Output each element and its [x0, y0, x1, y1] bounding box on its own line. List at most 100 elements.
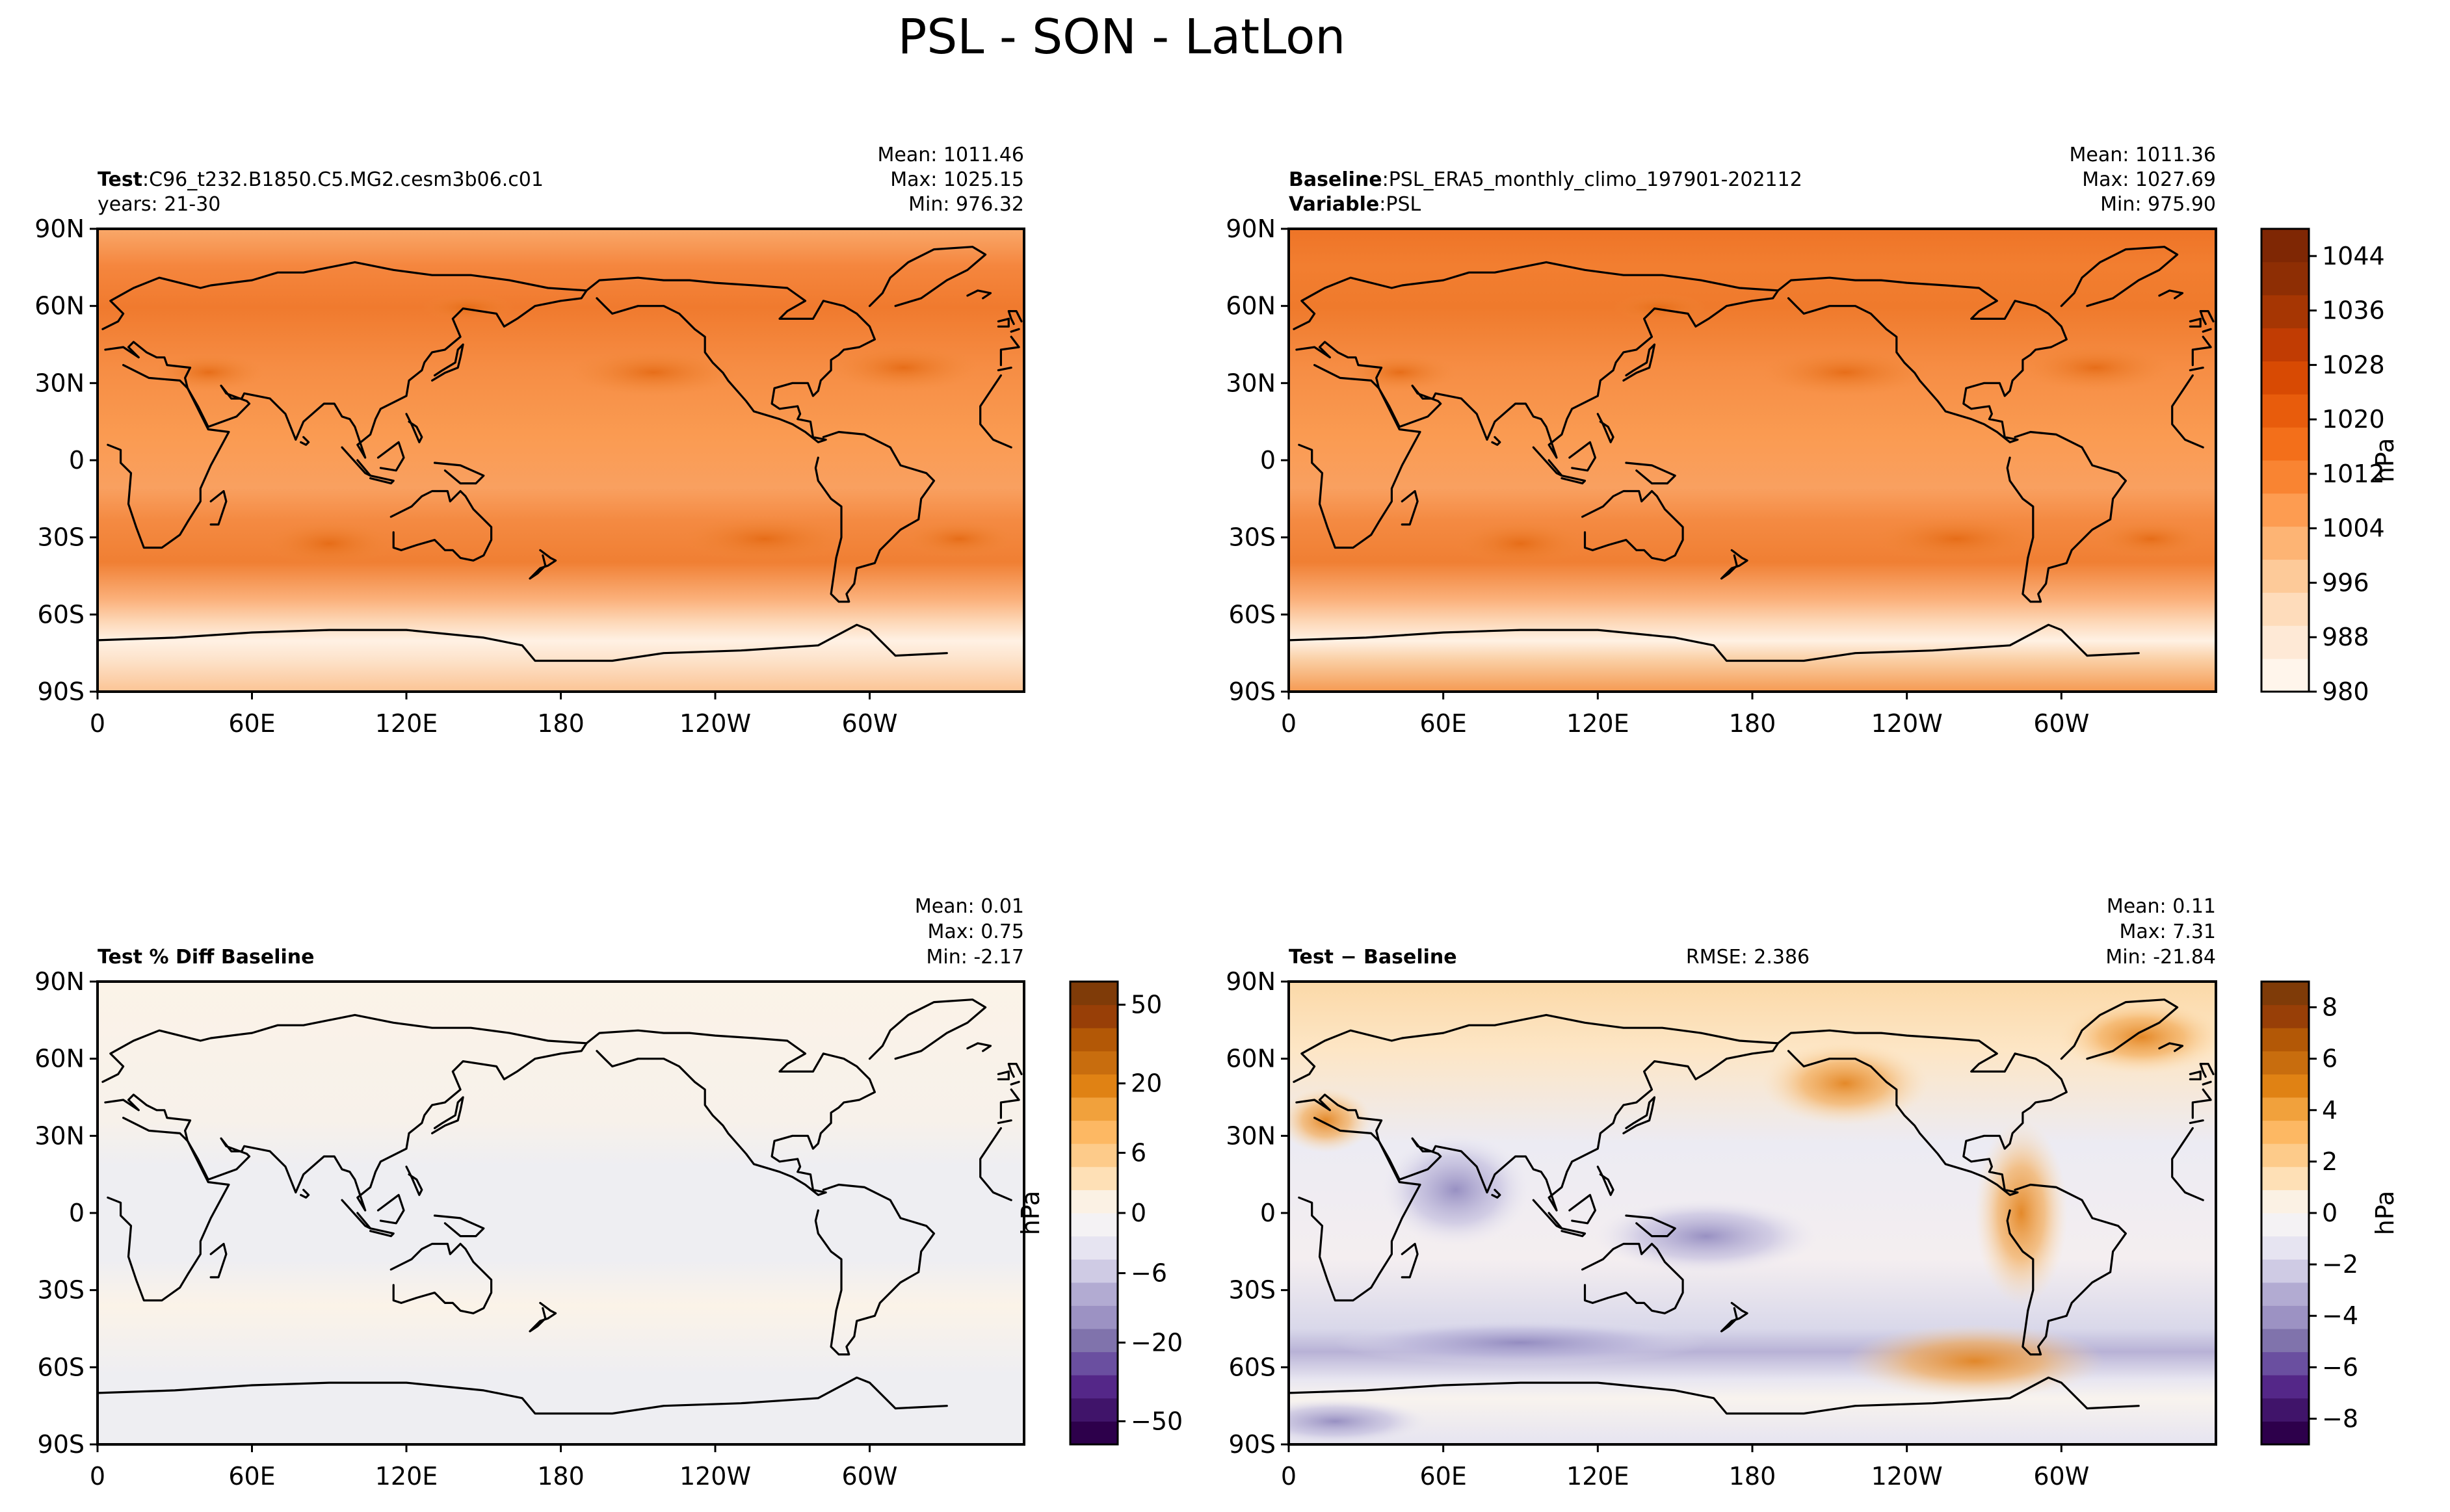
baseline-lon-label: 120E [1566, 709, 1629, 738]
pctdiff-stat-min: Min: -2.17 [927, 946, 1025, 969]
baseline-stat-max: Max: 1027.69 [2082, 168, 2216, 191]
coastline [1561, 1227, 1587, 1238]
pctdiff-lon-label: 120W [679, 1462, 751, 1491]
colorbar-tick-label: 8 [2322, 993, 2338, 1022]
pctdiff-lon-label: 0 [90, 1462, 105, 1491]
coastline [300, 1188, 310, 1199]
coastline [1007, 1063, 1023, 1078]
colorbar-segment [1070, 1351, 1118, 1375]
colorbar-tick-label: 50 [1131, 991, 1162, 1019]
colorbar-segment [2261, 526, 2309, 560]
baseline-lat-label: 0 [1260, 446, 1276, 475]
svg-text:Baseline:PSL_ERA5_monthly_clim: Baseline:PSL_ERA5_monthly_climo_197901-2… [1289, 168, 1802, 191]
colorbar-segment [1070, 1236, 1118, 1260]
anomaly-region [1761, 1041, 1929, 1125]
coastline [369, 1227, 395, 1238]
test-label: Test [98, 168, 142, 191]
colorbar-tick-label: 996 [2322, 568, 2369, 597]
colorbar-tick-label: 6 [1131, 1138, 1146, 1167]
high-pressure-cell [421, 293, 515, 322]
colorbar-segment [1070, 1120, 1118, 1144]
coastline [1491, 436, 1501, 446]
colorbar-segment [2261, 625, 2309, 659]
high-pressure-cell [829, 345, 978, 391]
anomaly-region [1289, 1398, 1428, 1444]
colorbar-tick-label: 6 [2322, 1045, 2338, 1073]
pctdiff-lat-label: 60N [34, 1045, 85, 1073]
test-lat-label: 90N [34, 215, 85, 243]
high-pressure-cell [1873, 515, 2040, 562]
colorbar-segment [1070, 1282, 1118, 1306]
coastline [1293, 261, 1780, 459]
colorbar-segment [2261, 1190, 2309, 1214]
coastline [1568, 1193, 1596, 1225]
coastline [997, 317, 1010, 328]
test-lat-label: 90S [38, 677, 85, 706]
diff-header: Test − Baseline RMSE: 2.386 Mean: 0.11 M… [1289, 895, 2216, 969]
coastline [101, 1013, 588, 1212]
colorbar-segment [2261, 1329, 2309, 1353]
coastline [1532, 1199, 1563, 1230]
colorbar-tick-label: −8 [2322, 1404, 2358, 1433]
coastline [376, 1193, 405, 1225]
test-lon-label: 180 [537, 709, 585, 738]
colorbar-frame [2260, 228, 2310, 693]
anomaly-region [1975, 1120, 2068, 1306]
colorbar-units: hPa [2371, 438, 2399, 483]
baseline-lat-label: 60S [1229, 600, 1276, 629]
colorbar-segment [2261, 1375, 2309, 1399]
colorbar-segment [2261, 493, 2309, 527]
high-pressure-cell [2021, 345, 2170, 391]
diff-stat-min: Min: -21.84 [2105, 946, 2216, 969]
baseline-lat-label: 30S [1229, 523, 1276, 552]
colorbar-tick-label: 0 [2322, 1199, 2338, 1227]
coastline [389, 489, 493, 562]
coastline [2189, 1070, 2202, 1080]
colorbar-segment [2261, 1236, 2309, 1260]
coastline [1777, 276, 2068, 443]
coastline [2006, 430, 2127, 603]
coastline [1568, 441, 1596, 472]
coastline [529, 1301, 557, 1333]
svg-text:Variable:PSL: Variable:PSL [1289, 193, 1421, 216]
baseline-case-name: :PSL_ERA5_monthly_climo_197901-202112 [1382, 168, 1802, 191]
diff-rmse: RMSE: 2.386 [1686, 946, 1810, 969]
coastline [814, 1183, 936, 1356]
high-pressure-cell [264, 520, 394, 567]
coastline [868, 246, 987, 307]
coastline [341, 446, 372, 477]
pctdiff-label: Test % Diff Baseline [98, 946, 315, 969]
test-case-name: :C96_t232.B1850.C5.MG2.cesm3b06.c01 [142, 168, 544, 191]
test-lon-label: 120W [679, 709, 751, 738]
coastline [1010, 328, 1020, 333]
colorbar-segment [1070, 1166, 1118, 1190]
coastline [2189, 367, 2204, 372]
diff-lat-label: 30S [1229, 1276, 1276, 1305]
test-years: years: 21-30 [98, 193, 220, 216]
colorbar-tick-label: 988 [2322, 623, 2369, 651]
test-lat-label: 0 [69, 446, 85, 475]
coastline [1007, 310, 1023, 325]
diff-lat-label: 90N [1226, 967, 1276, 996]
pctdiff-lon-label: 60E [228, 1462, 275, 1491]
pctdiff-lat-label: 60S [38, 1353, 85, 1381]
pctdiff-lon-label: 60W [842, 1462, 898, 1491]
colorbar-tick-label: −4 [2322, 1301, 2358, 1330]
test-lon-label: 0 [90, 709, 105, 738]
coastline [2202, 328, 2212, 333]
colorbar-segment [2261, 1120, 2309, 1144]
diff-label: Test − Baseline [1289, 946, 1457, 969]
colorbar-segment [2261, 1097, 2309, 1121]
colorbar-segment [1070, 1004, 1118, 1028]
test-lat-label: 30N [34, 369, 85, 397]
coastline [1581, 1242, 1684, 1314]
coastline [2006, 1183, 2127, 1356]
coastline [868, 998, 987, 1060]
colorbar-segment [1070, 1213, 1118, 1237]
figure-title: PSL - SON - LatLon [898, 9, 1346, 65]
baseline-header: Baseline:PSL_ERA5_monthly_climo_197901-2… [1289, 144, 2216, 216]
coastline [1622, 343, 1656, 382]
coastline [1777, 1029, 2068, 1196]
